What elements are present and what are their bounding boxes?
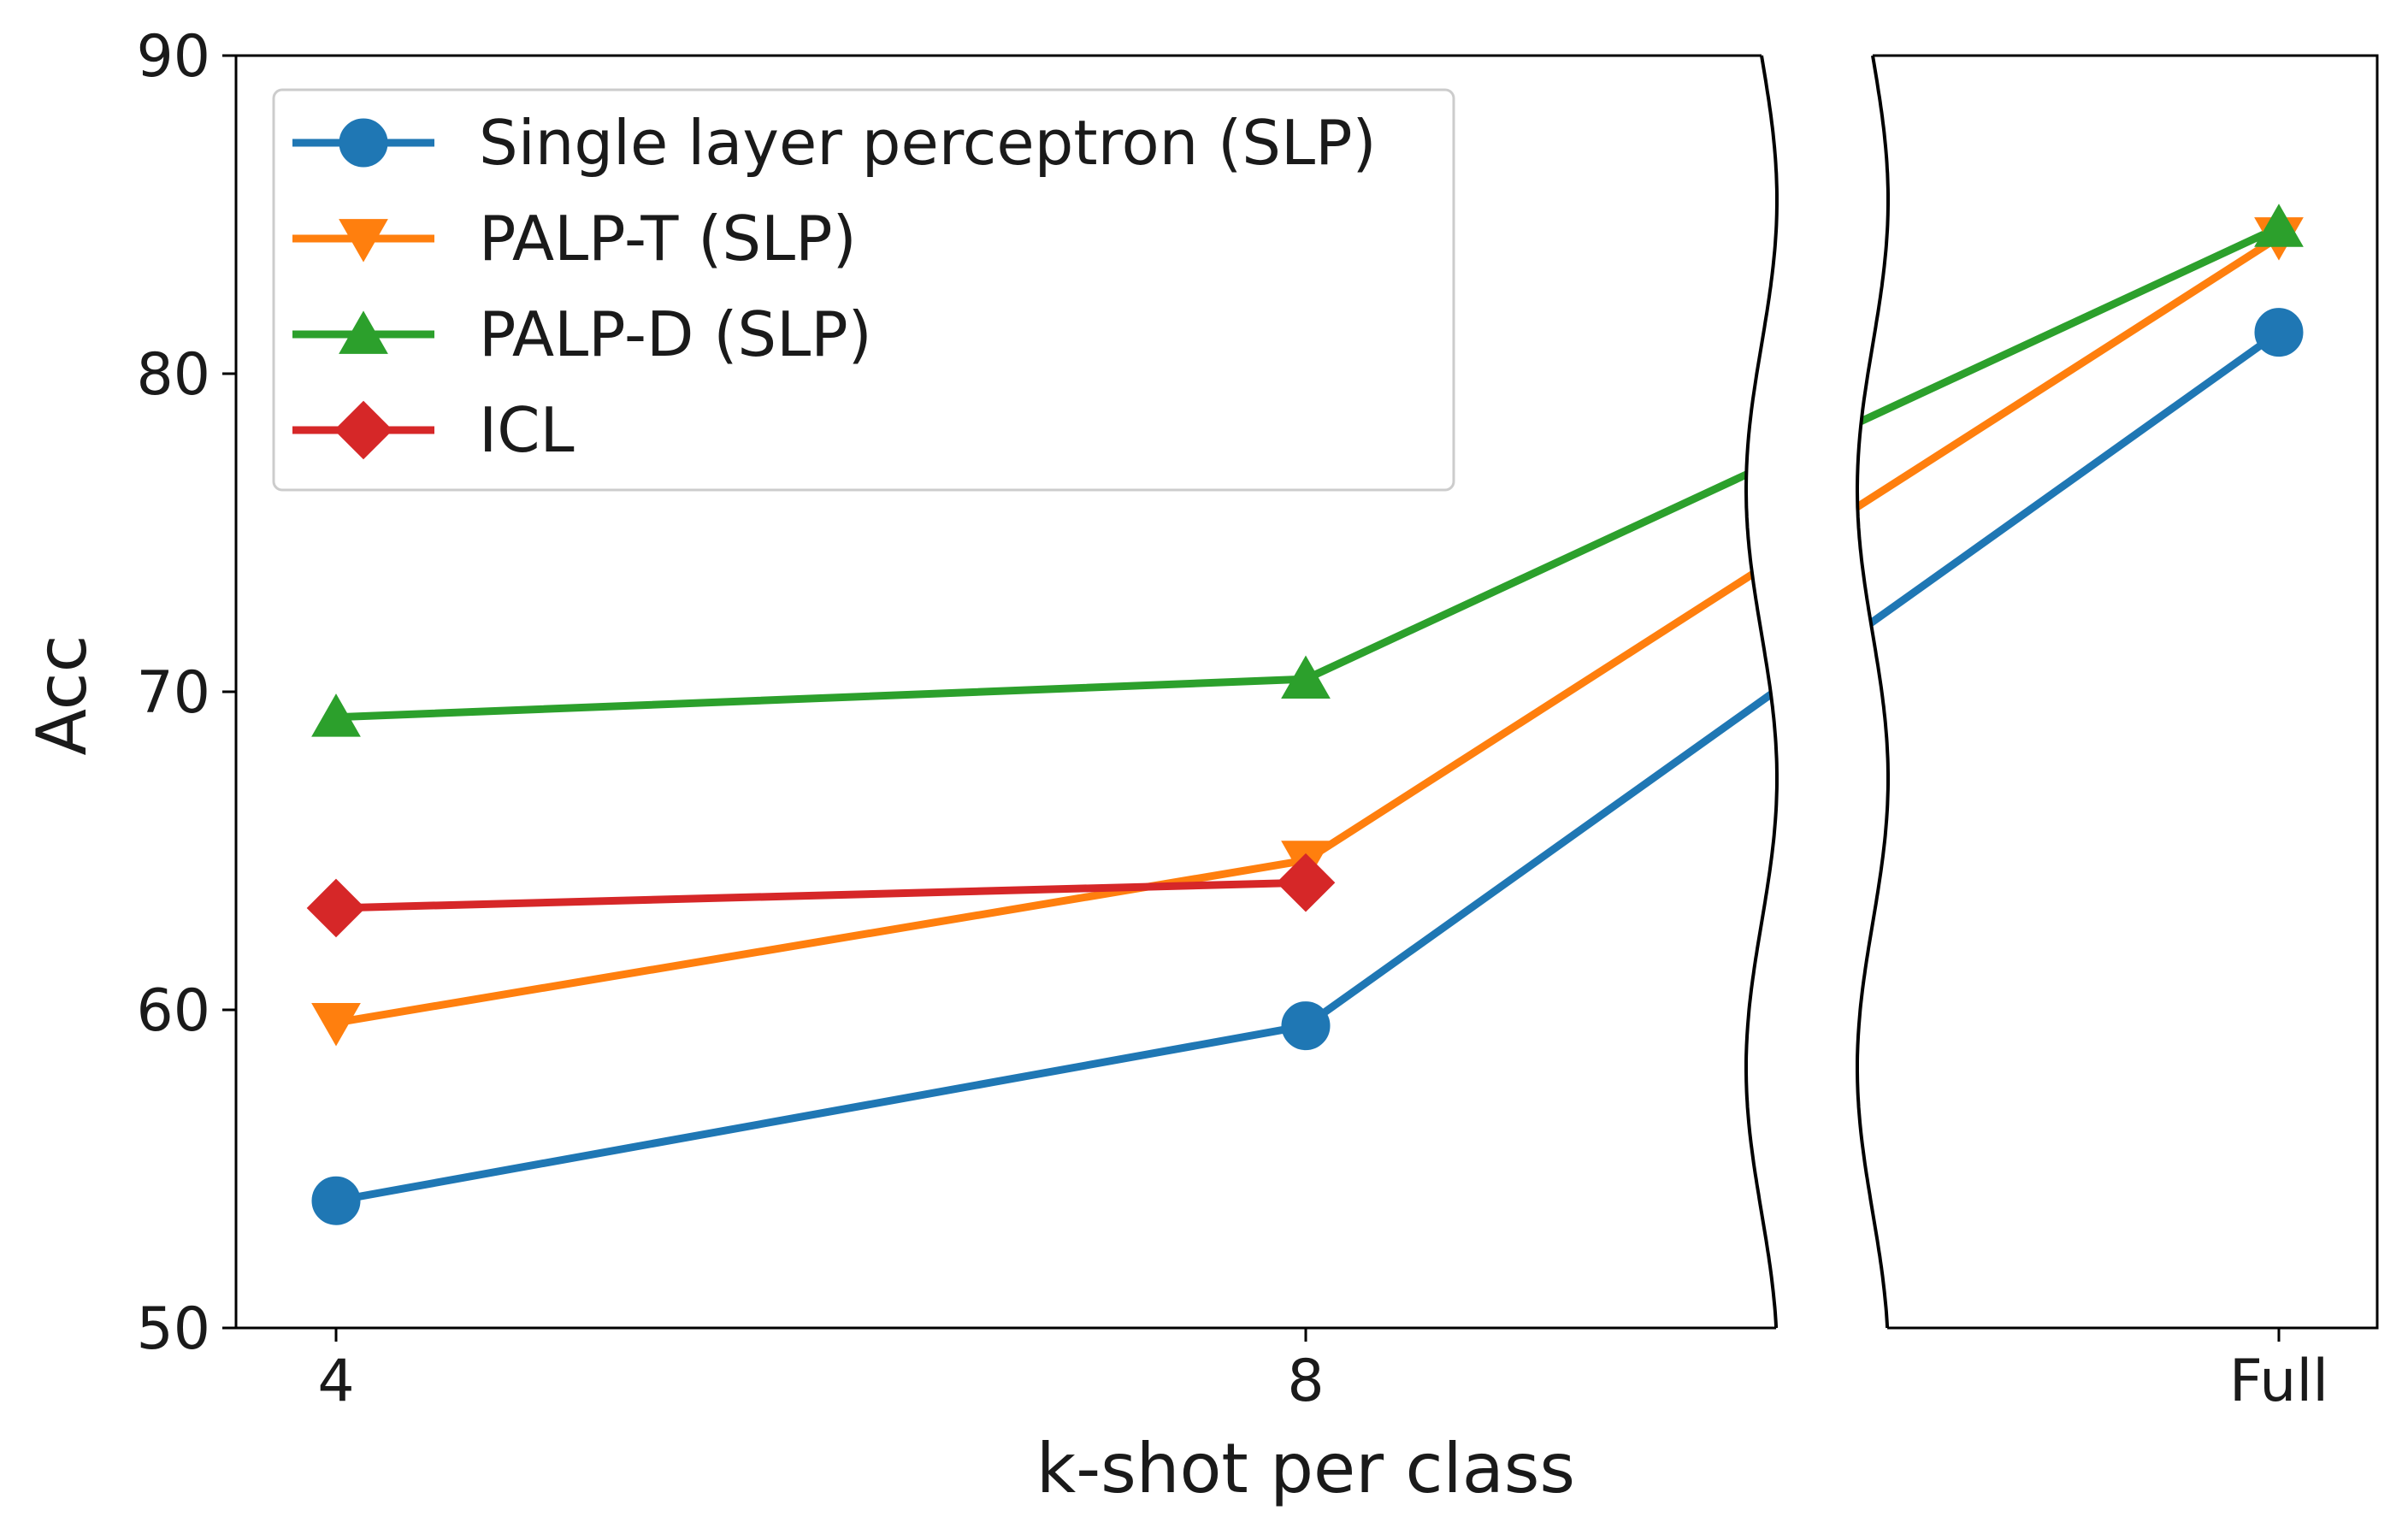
legend-label: PALP-T (SLP) [479,203,857,274]
break-line-left [1744,55,1779,1329]
y-tick-label: 90 [136,23,210,91]
legend-label: PALP-D (SLP) [479,298,872,370]
axes: 50 60 70 80 90 4 8 Full [136,23,2379,1415]
data-point-2-0 [311,693,361,737]
y-axis-title: Acc [22,634,102,755]
legend: Single layer perceptron (SLP) PALP-T (SLP… [272,88,1455,492]
y-tick-label: 60 [136,977,210,1045]
right-panel-spines [1873,54,2379,1330]
legend-entry: Single layer perceptron (SLP) [292,107,1377,179]
x-tick-label: 4 [317,1348,354,1415]
x-tick-label: 8 [1287,1348,1324,1415]
x-axis-title: k-shot per class [1036,1429,1575,1508]
legend-marker [339,310,388,354]
marker-layer [306,204,2304,1225]
series-line-3 [335,878,1307,912]
y-tick-label: 70 [136,659,210,727]
break-line-right [1856,55,1890,1329]
data-point-1-0 [311,1002,361,1047]
y-tick-label: 50 [136,1295,210,1363]
legend-box [272,88,1455,492]
legend-entry: PALP-T (SLP) [292,203,857,274]
data-point-0-2 [2254,308,2304,357]
legend-entry: ICL [292,394,575,466]
legend-marker [339,118,388,168]
legend-entry: PALP-D (SLP) [292,298,872,370]
data-point-2-2 [2254,204,2304,247]
x-tick-label: Full [2229,1348,2328,1415]
axis-break [1744,55,1890,1329]
data-point-0-0 [311,1176,361,1225]
y-tick-label: 80 [136,341,210,409]
legend-label: ICL [479,394,575,466]
legend-marker [339,219,388,263]
legend-label: Single layer perceptron (SLP) [479,107,1377,179]
data-point-2-1 [1281,655,1331,699]
data-point-3-0 [306,878,366,938]
data-point-3-1 [1276,853,1336,912]
data-point-0-1 [1281,1001,1331,1051]
legend-marker [333,400,393,460]
